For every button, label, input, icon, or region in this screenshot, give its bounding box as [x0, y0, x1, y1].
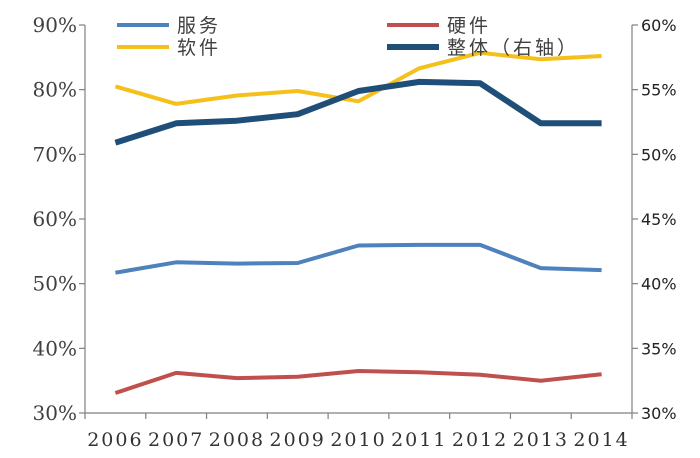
legend-label: 服务 [177, 15, 221, 37]
x-tick-label: 2014 [573, 429, 629, 451]
x-tick-label: 2007 [148, 429, 204, 451]
legend-label: 硬件 [447, 15, 491, 37]
right-tick-label: 45% [641, 210, 677, 229]
left-tick-label: 50% [33, 272, 77, 296]
right-tick-label: 50% [641, 145, 677, 164]
right-tick-label: 40% [641, 275, 677, 294]
left-tick-label: 90% [33, 13, 77, 37]
series-lines [114, 50, 602, 395]
right-tick-label: 60% [641, 16, 677, 35]
left-tick-label: 60% [33, 207, 77, 231]
series-line-2 [114, 369, 602, 395]
left-tick-label: 70% [33, 142, 77, 166]
series-line-3 [114, 50, 602, 106]
left-tick-label: 40% [33, 336, 77, 360]
x-tick-label: 2008 [209, 429, 265, 451]
x-tick-labels: 2006 2007 2008 2009 2010 2011 2012 2013 2014 [87, 429, 629, 451]
series-line-4 [114, 78, 602, 146]
right-tick-labels: 30% 35% 40% 45% 50% 55% 60% [641, 16, 677, 423]
legend-label: 软件 [177, 37, 221, 59]
x-tick-label: 2006 [87, 429, 143, 451]
right-tick-label: 35% [641, 339, 677, 358]
series-line-1 [115, 242, 602, 275]
x-tick-label: 2013 [513, 429, 569, 451]
x-tick-label: 2012 [452, 429, 508, 451]
left-tick-label: 80% [33, 78, 77, 102]
x-tick-label: 2009 [270, 429, 326, 451]
left-tick-label: 30% [33, 401, 77, 425]
left-tick-labels: 30% 40% 50% 60% 70% 80% 90% [33, 13, 77, 425]
tick-marks [79, 24, 638, 419]
x-tick-label: 2010 [330, 429, 386, 451]
legend-label: 整体（右轴） [447, 37, 579, 59]
right-tick-label: 30% [641, 404, 677, 423]
right-tick-label: 55% [641, 81, 677, 100]
axes [84, 25, 633, 414]
x-tick-label: 2011 [391, 429, 447, 451]
